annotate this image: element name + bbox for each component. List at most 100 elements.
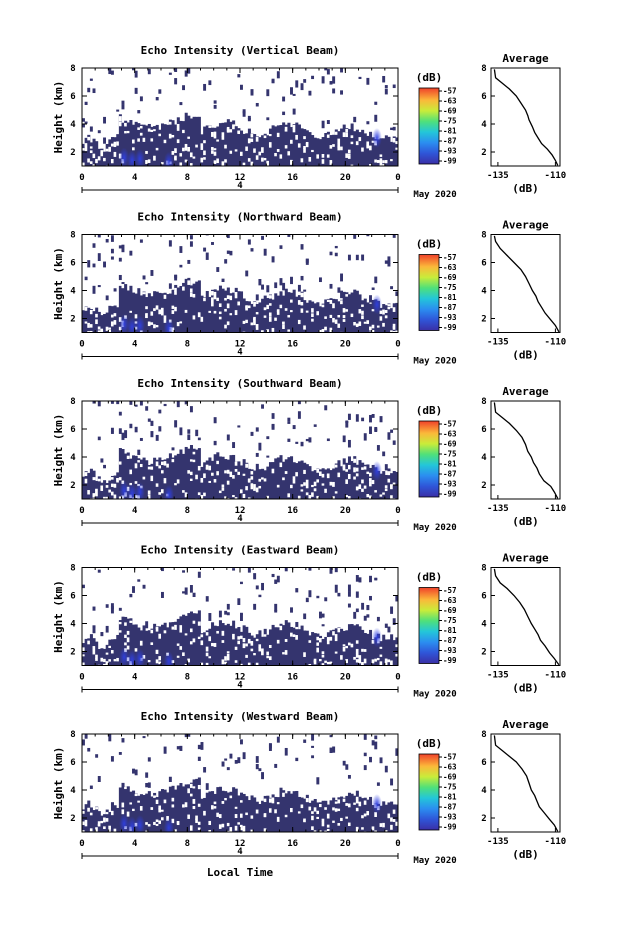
echo-speck <box>250 89 254 94</box>
echo-speck <box>221 278 225 283</box>
echo-column <box>332 797 336 832</box>
echo-column <box>316 138 320 166</box>
echo-column <box>300 128 304 166</box>
echo-gap <box>363 813 367 817</box>
echo-column <box>226 623 230 666</box>
echo-column <box>105 143 109 166</box>
echo-gap <box>374 159 378 163</box>
echo-speck <box>297 401 301 405</box>
echo-gap <box>313 660 317 665</box>
echo-gap <box>150 322 154 325</box>
echo-gap <box>145 822 149 825</box>
echo-gap <box>110 483 114 487</box>
echo-gap <box>110 810 114 813</box>
echo-speck <box>182 591 185 594</box>
echo-speck <box>103 137 106 144</box>
y-tick-label: 6 <box>70 425 75 435</box>
echo-gap <box>203 140 207 144</box>
echo-gap <box>384 661 388 666</box>
panel-title: Echo Intensity (Northward Beam) <box>137 211 342 224</box>
echo-speck <box>334 245 338 249</box>
echo-gap <box>197 784 201 790</box>
echo-speck <box>145 772 149 778</box>
colorbar-tick-label: -63 <box>443 97 457 106</box>
echo-column <box>132 455 136 499</box>
echo-column <box>182 614 186 666</box>
echo-gap <box>192 459 196 463</box>
echo-gap <box>137 460 141 463</box>
echo-column <box>87 472 91 499</box>
echo-gap <box>376 159 380 163</box>
echo-gap <box>355 467 359 472</box>
echo-column <box>184 615 188 666</box>
echo-gap <box>274 317 278 321</box>
echo-speck <box>224 259 228 264</box>
echo-gap <box>379 494 383 497</box>
echo-column <box>145 793 149 832</box>
echo-gap <box>113 494 117 499</box>
echo-gap <box>379 662 383 666</box>
echo-column <box>224 122 228 166</box>
echo-column <box>224 625 228 666</box>
x-tick-label: 4 <box>132 506 138 516</box>
echo-gap <box>240 489 243 494</box>
echo-gap <box>197 465 201 471</box>
echo-gap <box>150 129 154 132</box>
echo-gap <box>266 495 270 499</box>
echo-gap <box>211 147 214 150</box>
echo-speck <box>392 618 396 625</box>
echo-speck <box>258 768 262 772</box>
echo-gap <box>268 303 272 306</box>
echo-gap <box>176 123 180 129</box>
echo-speck <box>382 75 386 83</box>
echo-column <box>255 634 259 666</box>
echo-gap <box>282 321 286 324</box>
echo-speck <box>82 584 85 589</box>
echo-gap <box>95 654 99 659</box>
strong-echo <box>134 648 145 666</box>
echo-gap <box>282 324 286 330</box>
echo-gap <box>292 124 296 129</box>
echo-gap <box>192 805 196 810</box>
echo-speck <box>342 435 346 443</box>
echo-speck <box>361 254 365 261</box>
echo-gap <box>350 141 354 145</box>
echo-speck <box>213 440 217 446</box>
echo-column <box>174 621 178 666</box>
echo-gap <box>358 655 362 660</box>
echo-gap <box>395 141 398 145</box>
echo-speck <box>282 282 286 291</box>
echo-gap <box>345 469 349 472</box>
echo-gap <box>184 802 188 808</box>
echo-gap <box>224 656 228 661</box>
echo-gap <box>221 487 225 491</box>
echo-column <box>329 630 333 666</box>
echo-column <box>87 638 91 666</box>
echo-column <box>284 620 288 666</box>
echo-column <box>355 624 359 666</box>
echo-gap <box>195 815 199 820</box>
echo-speck <box>113 288 117 292</box>
echo-gap <box>329 160 333 165</box>
echo-gap <box>200 634 204 638</box>
echo-gap <box>316 636 320 641</box>
echo-gap <box>355 659 359 663</box>
panel-title: Echo Intensity (Southward Beam) <box>137 377 342 390</box>
echo-gap <box>297 495 301 499</box>
colorbar-unit: (dB) <box>416 404 443 417</box>
echo-gap <box>316 495 320 499</box>
echo-gap <box>355 640 359 644</box>
echo-speck <box>253 603 257 610</box>
echo-gap <box>92 649 96 655</box>
echo-column <box>369 629 373 666</box>
y-tick-label: 2 <box>70 814 75 824</box>
echo-speck <box>255 294 259 301</box>
echo-column <box>305 302 309 333</box>
x-tick-label: 12 <box>235 673 246 683</box>
echo-gap <box>110 143 114 147</box>
x-tick-label: 16 <box>287 839 298 849</box>
echo-gap <box>226 653 230 659</box>
echo-column <box>297 629 301 666</box>
echo-speck <box>369 575 372 583</box>
echo-gap <box>197 821 201 825</box>
